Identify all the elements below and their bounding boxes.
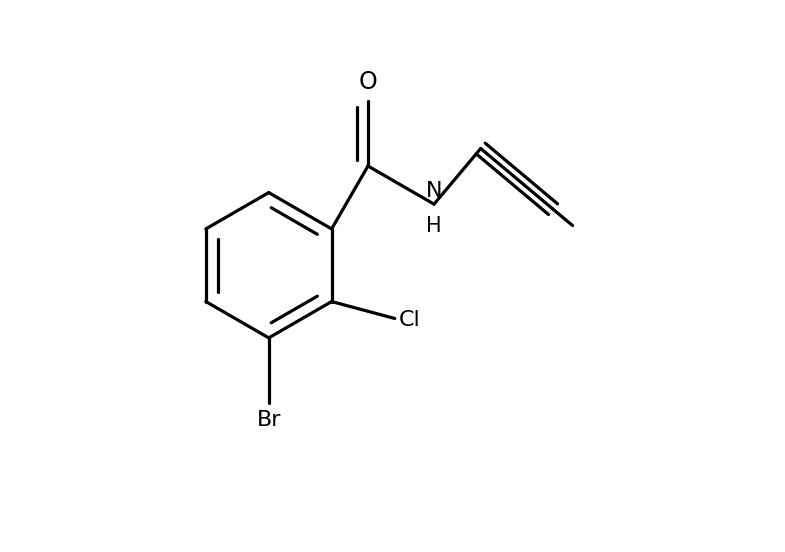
Text: O: O	[359, 70, 378, 94]
Text: H: H	[426, 216, 442, 236]
Text: N: N	[425, 182, 442, 201]
Text: Br: Br	[257, 410, 281, 429]
Text: Cl: Cl	[399, 310, 421, 330]
